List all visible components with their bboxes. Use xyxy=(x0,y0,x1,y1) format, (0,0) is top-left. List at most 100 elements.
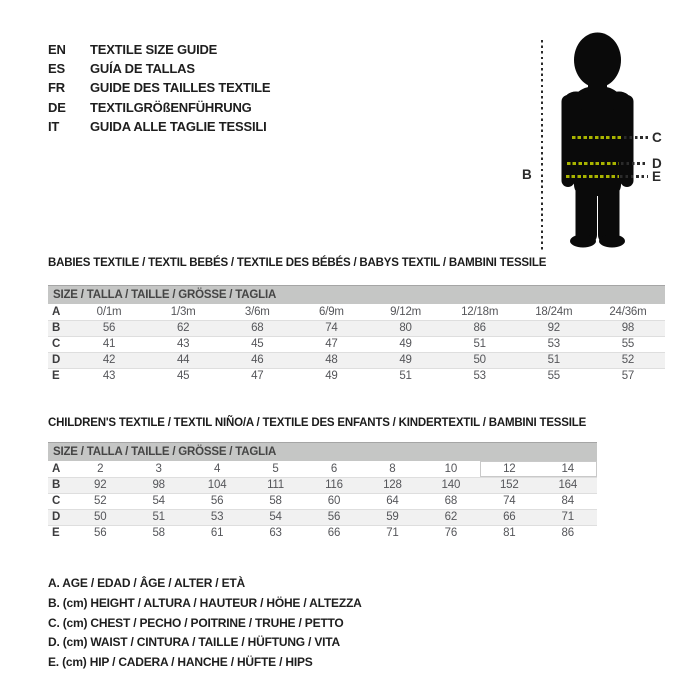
chest-measure-dash xyxy=(572,136,622,140)
children-size-table: SIZE / TALLA / TAILLE / GRÖSSE / TAGLIA … xyxy=(48,442,597,541)
language-row: EN TEXTILE SIZE GUIDE xyxy=(48,40,270,59)
language-code: ES xyxy=(48,61,65,77)
size-cell: 45 xyxy=(146,367,221,384)
size-cell: 49 xyxy=(368,335,443,352)
row-label: B xyxy=(48,319,72,336)
size-cell: 24/36m xyxy=(609,305,647,318)
size-cell: 76 xyxy=(421,524,481,541)
size-cell: 51 xyxy=(129,508,188,525)
size-cell: 47 xyxy=(294,335,369,352)
size-cell: 51 xyxy=(516,351,591,368)
size-cell: 46 xyxy=(220,351,295,368)
size-cell: 51 xyxy=(368,367,443,384)
size-cell: 50 xyxy=(71,508,130,525)
babies-section-title: BABIES TEXTILE / TEXTIL BEBÉS / TEXTILE … xyxy=(48,257,547,269)
size-cell: 80 xyxy=(368,319,443,336)
height-measure-line xyxy=(541,40,543,252)
size-cell: 1/3m xyxy=(170,305,196,318)
size-table-row: A 2 3 4 5 6 8 10 12 14 xyxy=(48,461,597,477)
measurement-legend: A. AGE / EDAD / ÂGE / ALTER / ETÀ B. (cm)… xyxy=(48,574,362,673)
language-code: IT xyxy=(48,118,60,134)
language-title: GUÍA DE TALLAS xyxy=(90,61,195,77)
size-cell: 0/1m xyxy=(96,305,122,318)
size-cell: 57 xyxy=(590,367,665,384)
size-cell: 92 xyxy=(516,319,591,336)
size-cell: 68 xyxy=(421,492,481,509)
size-table-row: C 52 54 56 58 60 64 68 74 84 xyxy=(48,492,597,509)
size-table-row: A 0/1m 1/3m 3/6m 6/9m 9/12m 12/18m 18/24m 24/36m xyxy=(48,304,665,320)
language-code: DE xyxy=(48,99,66,115)
size-cell: 5 xyxy=(272,462,279,475)
language-title-list: EN TEXTILE SIZE GUIDE ES GUÍA DE TALLAS FR GU… xyxy=(48,40,271,136)
size-cell: 3 xyxy=(155,462,162,475)
size-cell: 6 xyxy=(330,462,338,475)
size-cell: 56 xyxy=(187,492,247,509)
size-cell: 12 xyxy=(480,461,539,477)
language-title: TEXTILE SIZE GUIDE xyxy=(90,42,218,57)
size-cell: 66 xyxy=(304,524,364,541)
size-cell: 60 xyxy=(304,492,364,509)
size-cell: 56 xyxy=(71,524,130,541)
size-cell: 12/18m xyxy=(461,305,499,318)
size-cell: 3/6m xyxy=(244,305,270,318)
child-measurement-figure: B C D E xyxy=(515,25,695,265)
size-cell: 48 xyxy=(294,351,369,368)
size-cell: 55 xyxy=(590,335,665,352)
hip-measure-dash xyxy=(566,175,619,179)
waist-pointer-dash xyxy=(621,162,648,165)
size-cell: 44 xyxy=(146,351,221,368)
size-cell: 42 xyxy=(72,351,147,368)
legend-line: C. (cm) CHEST / PECHO / POITRINE / TRUHE… xyxy=(48,615,344,630)
size-table-row: E 56 58 61 63 66 71 76 81 86 xyxy=(48,524,597,541)
size-cell: 59 xyxy=(363,508,422,525)
size-cell: 164 xyxy=(538,476,597,493)
row-label: D xyxy=(48,508,71,525)
chest-pointer-dash xyxy=(624,136,650,139)
size-cell: 55 xyxy=(516,367,591,384)
size-cell: 128 xyxy=(363,476,422,493)
legend-line: A. AGE / EDAD / ÂGE / ALTER / ETÀ xyxy=(48,576,245,590)
row-label: C xyxy=(48,335,72,352)
size-cell: 62 xyxy=(421,508,481,525)
size-cell: 111 xyxy=(246,476,305,493)
size-cell: 71 xyxy=(538,508,597,525)
size-cell: 62 xyxy=(146,319,221,336)
size-cell: 54 xyxy=(246,508,305,525)
language-title: TEXTILGRÖßENFÜHRUNG xyxy=(90,99,252,115)
size-cell: 52 xyxy=(590,351,665,368)
size-cell: 92 xyxy=(71,476,130,493)
chest-label: C xyxy=(652,130,662,145)
size-cell: 152 xyxy=(480,476,539,493)
size-cell: 68 xyxy=(220,319,295,336)
size-cell: 116 xyxy=(304,476,364,493)
size-cell: 61 xyxy=(187,524,247,541)
row-label: A xyxy=(52,462,61,475)
hip-pointer-dash xyxy=(620,175,648,178)
size-cell: 18/24m xyxy=(535,305,573,318)
size-cell: 49 xyxy=(368,351,443,368)
size-table-row: C 41 43 45 47 49 51 53 55 xyxy=(48,335,665,352)
size-table-row: B 56 62 68 74 80 86 92 98 xyxy=(48,319,665,336)
size-cell: 58 xyxy=(246,492,305,509)
size-cell: 49 xyxy=(294,367,369,384)
language-code: EN xyxy=(48,42,66,57)
row-label: D xyxy=(48,351,72,368)
size-cell: 45 xyxy=(220,335,295,352)
size-table-header-bar: SIZE / TALLA / TAILLE / GRÖSSE / TAGLIA xyxy=(48,285,665,304)
size-table-row: D 50 51 53 54 56 59 62 66 71 xyxy=(48,508,597,525)
size-cell: 56 xyxy=(72,319,147,336)
legend-line: D. (cm) WAIST / CINTURA / TAILLE / HÜFTU… xyxy=(48,635,340,650)
size-table-row: B 92 98 104 111 116 128 140 152 164 xyxy=(48,476,597,493)
size-table-header-bar: SIZE / TALLA / TAILLE / GRÖSSE / TAGLIA xyxy=(48,442,597,461)
row-label: E xyxy=(48,524,71,541)
size-cell: 98 xyxy=(590,319,665,336)
babies-size-table: SIZE / TALLA / TAILLE / GRÖSSE / TAGLIA … xyxy=(48,285,665,384)
size-cell: 53 xyxy=(516,335,591,352)
size-cell: 9/12m xyxy=(390,305,422,318)
row-label: A xyxy=(52,305,61,318)
size-cell: 6/9m xyxy=(319,305,344,318)
legend-line: B. (cm) HEIGHT / ALTURA / HAUTEUR / HÖHE… xyxy=(48,595,362,610)
size-cell: 71 xyxy=(363,524,422,541)
size-cell: 66 xyxy=(480,508,539,525)
